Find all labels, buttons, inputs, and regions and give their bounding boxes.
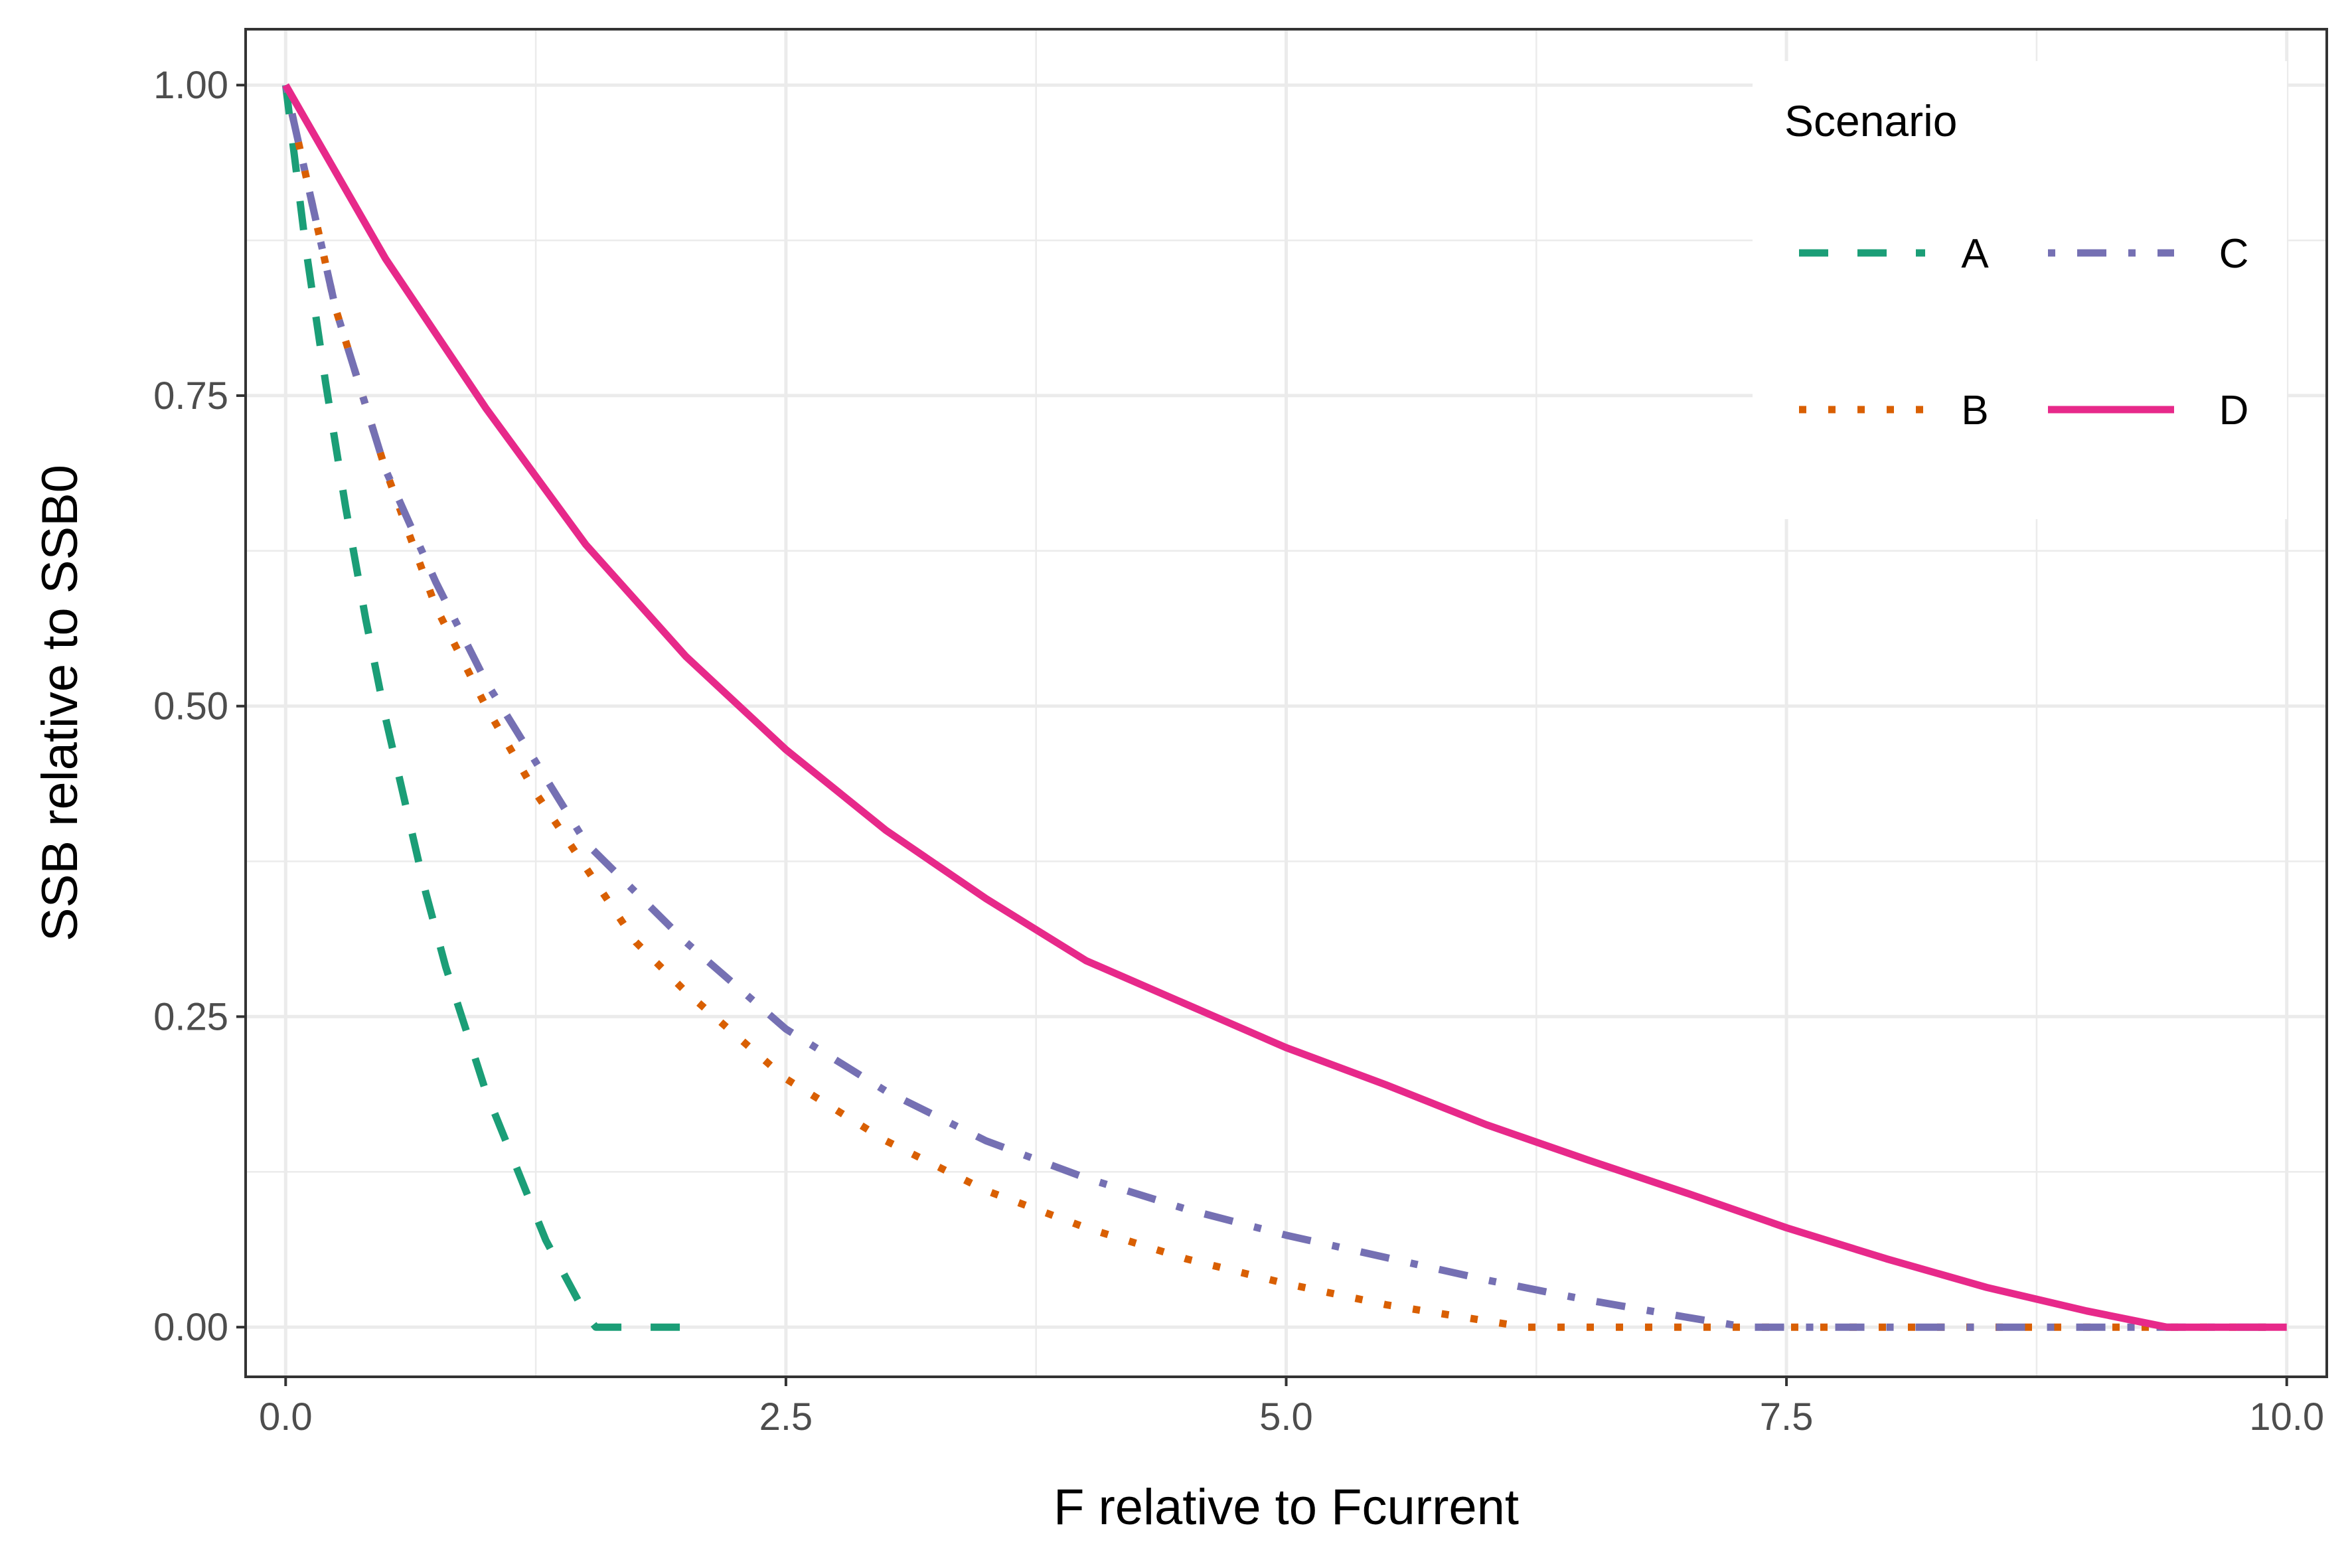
x-tick-label: 0.0 — [259, 1395, 313, 1439]
series-line-A — [281, 84, 686, 1331]
x-tick-label: 10.0 — [2249, 1395, 2324, 1439]
series-line-D — [282, 83, 2287, 1331]
x-tick-label: 2.5 — [759, 1395, 813, 1439]
series-lines — [281, 83, 2287, 1331]
x-tick-label: 7.5 — [1760, 1395, 1814, 1439]
legend-label-C: C — [2219, 231, 2249, 277]
legend-background — [1753, 61, 2287, 519]
legend-title: Scenario — [1784, 96, 1958, 145]
x-axis-title: F relative to Fcurrent — [1054, 1479, 1519, 1535]
legend-label-A: A — [1961, 231, 1989, 277]
grid-lines — [246, 29, 2327, 1377]
legend-label-D: D — [2219, 388, 2249, 433]
axes: 0.0 2.5 5.0 7.5 10.0 0.00 0.25 0.50 0.75 1.00 — [153, 64, 2324, 1439]
legend: Scenario A B C D — [1753, 61, 2287, 519]
y-tick-label: 0.75 — [153, 374, 228, 418]
legend-label-B: B — [1961, 388, 1988, 433]
y-tick-label: 0.00 — [153, 1306, 228, 1349]
y-axis-title: SSB relative to SSB0 — [32, 465, 88, 941]
y-tick-label: 1.00 — [153, 64, 228, 107]
y-tick-label: 0.50 — [153, 685, 228, 728]
y-tick-label: 0.25 — [153, 995, 228, 1038]
x-tick-label: 5.0 — [1259, 1395, 1313, 1439]
series-line-C — [281, 84, 2287, 1331]
